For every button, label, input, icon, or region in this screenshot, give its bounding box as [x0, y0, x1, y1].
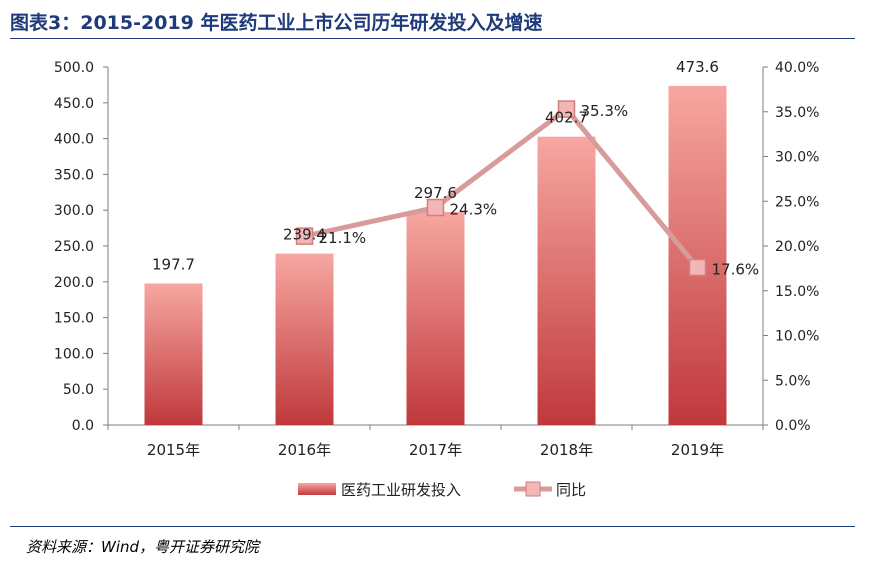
bar	[144, 283, 203, 425]
left-tick-label: 100.0	[54, 346, 94, 362]
right-tick-label: 30.0%	[775, 150, 819, 166]
x-tick-label: 2018年	[540, 441, 593, 459]
right-tick-label: 0.0%	[775, 418, 811, 434]
bar-value-label: 239.4	[283, 226, 326, 244]
bar	[406, 211, 465, 425]
x-tick-label: 2016年	[278, 441, 331, 459]
legend-bar-swatch	[298, 483, 336, 495]
yoy-marker	[295, 227, 314, 245]
yoy-marker	[426, 198, 445, 217]
left-tick-label: 0.0	[72, 418, 94, 434]
bar	[275, 253, 334, 425]
left-tick-label: 150.0	[54, 311, 94, 327]
yoy-value-label: 24.3%	[450, 201, 498, 219]
yoy-value-label: 17.6%	[712, 260, 760, 278]
figure-title: 图表3：2015-2019 年医药工业上市公司历年研发投入及增速	[10, 12, 543, 34]
x-tick-label: 2019年	[671, 441, 724, 459]
bar-value-label: 197.7	[152, 255, 195, 273]
right-tick-label: 15.0%	[775, 284, 819, 300]
left-tick-label: 350.0	[54, 167, 94, 183]
left-tick-label: 200.0	[54, 275, 94, 291]
right-tick-label: 25.0%	[775, 194, 819, 210]
left-tick-label: 50.0	[63, 382, 94, 398]
bar-value-label: 402.7	[545, 109, 588, 127]
chart: 0.0 50.0 100.0 150.0 200.0 250.0 300.0 350.0 400…	[54, 58, 820, 499]
x-tick-label: 2015年	[147, 441, 200, 459]
yoy-marker	[688, 258, 707, 277]
left-tick-label: 450.0	[54, 96, 94, 112]
bar-value-label: 297.6	[414, 184, 457, 202]
bar-value-label: 473.6	[676, 58, 719, 76]
bar	[668, 85, 727, 425]
legend-line-label: 同比	[556, 481, 586, 499]
yoy-value-label: 35.3%	[581, 102, 629, 120]
yoy-value-label: 21.1%	[319, 229, 367, 247]
legend-line-marker	[525, 481, 541, 497]
legend-bar-label: 医药工业研发投入	[341, 481, 461, 499]
footer-rule	[10, 526, 855, 527]
left-tick-label: 400.0	[54, 132, 94, 148]
source-note: 资料来源：Wind，粤开证券研究院	[26, 538, 260, 556]
title-rule	[10, 38, 855, 39]
left-tick-label: 250.0	[54, 239, 94, 255]
right-tick-label: 40.0%	[775, 60, 819, 76]
left-tick-label: 300.0	[54, 203, 94, 219]
right-tick-label: 35.0%	[775, 105, 819, 121]
yoy-marker	[557, 100, 576, 118]
yoy-line	[303, 106, 700, 270]
left-tick-label: 500.0	[54, 60, 94, 76]
bar	[537, 136, 596, 425]
right-tick-label: 10.0%	[775, 329, 819, 345]
x-tick-label: 2017年	[409, 441, 462, 459]
right-tick-label: 5.0%	[775, 373, 811, 389]
right-tick-label: 20.0%	[775, 239, 819, 255]
